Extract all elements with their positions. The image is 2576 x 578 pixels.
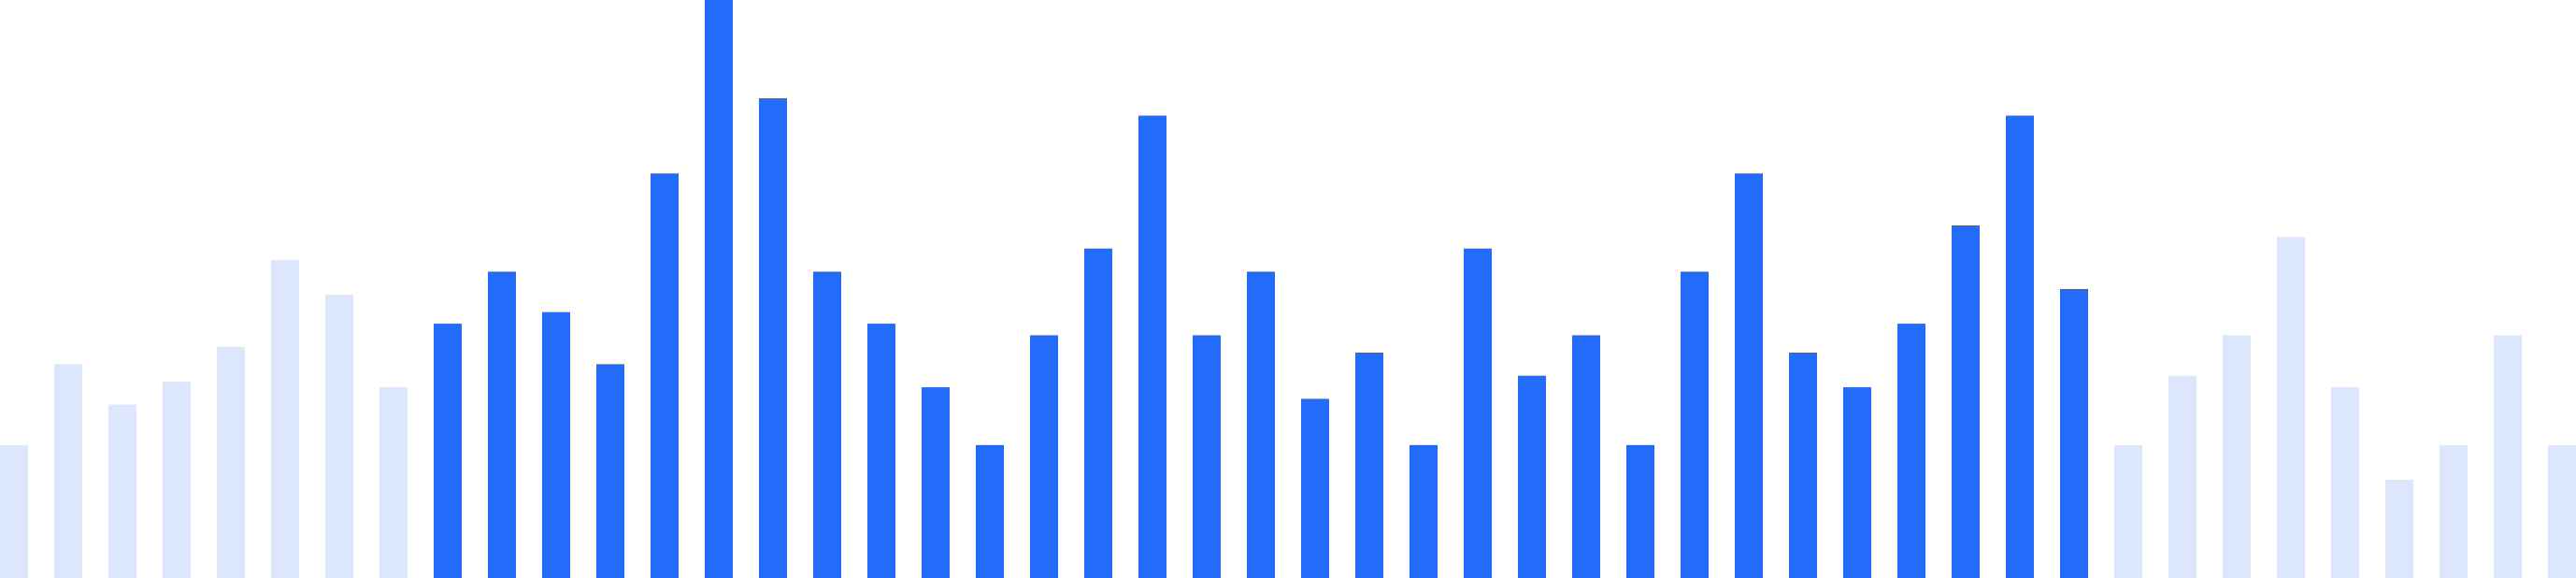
bar-highlighted — [867, 324, 895, 578]
bar-muted — [54, 364, 82, 578]
bar-muted — [2223, 335, 2251, 578]
bar-muted — [325, 295, 353, 578]
bar-highlighted — [2006, 115, 2034, 578]
bar-muted — [2168, 375, 2197, 578]
bar-muted — [0, 444, 28, 578]
bar-highlighted — [1626, 444, 1654, 578]
bar-muted — [2548, 444, 2576, 578]
bar-muted — [271, 260, 299, 578]
bar-highlighted — [705, 0, 733, 578]
bar-highlighted — [1138, 115, 1166, 578]
bar-highlighted — [651, 173, 679, 578]
bar-highlighted — [1572, 335, 1600, 578]
bar-highlighted — [1301, 398, 1329, 578]
bar-highlighted — [813, 271, 841, 578]
bar-muted — [2385, 479, 2413, 578]
bar-muted — [108, 404, 136, 578]
bar-highlighted — [1247, 271, 1275, 578]
bar-muted — [2440, 444, 2468, 578]
bar-highlighted — [922, 387, 950, 578]
bar-highlighted — [1735, 173, 1763, 578]
bar-muted — [2331, 387, 2359, 578]
bar-highlighted — [542, 311, 570, 578]
bar-highlighted — [2060, 289, 2088, 578]
bar-highlighted — [1897, 324, 1925, 578]
bar-highlighted — [1193, 335, 1221, 578]
bar-muted — [217, 346, 245, 578]
bar-muted — [2114, 444, 2142, 578]
bar-highlighted — [1952, 225, 1980, 578]
bar-highlighted — [1355, 352, 1383, 578]
bar-highlighted — [596, 364, 624, 578]
bar-highlighted — [1789, 352, 1817, 578]
bar-highlighted — [434, 324, 462, 578]
bar-highlighted — [1410, 444, 1438, 578]
bar-highlighted — [1030, 335, 1058, 578]
bar-muted — [163, 381, 191, 578]
bar-highlighted — [1843, 387, 1871, 578]
bar-muted — [2277, 237, 2305, 578]
bar-highlighted — [976, 444, 1004, 578]
bar-highlighted — [1084, 248, 1112, 578]
bar-muted — [379, 387, 408, 578]
bar-highlighted — [1681, 271, 1709, 578]
bar-highlighted — [488, 271, 516, 578]
bar-highlighted — [1518, 375, 1546, 578]
bar-muted — [2494, 335, 2522, 578]
bar-highlighted — [1464, 248, 1492, 578]
bar-highlighted — [759, 98, 787, 578]
